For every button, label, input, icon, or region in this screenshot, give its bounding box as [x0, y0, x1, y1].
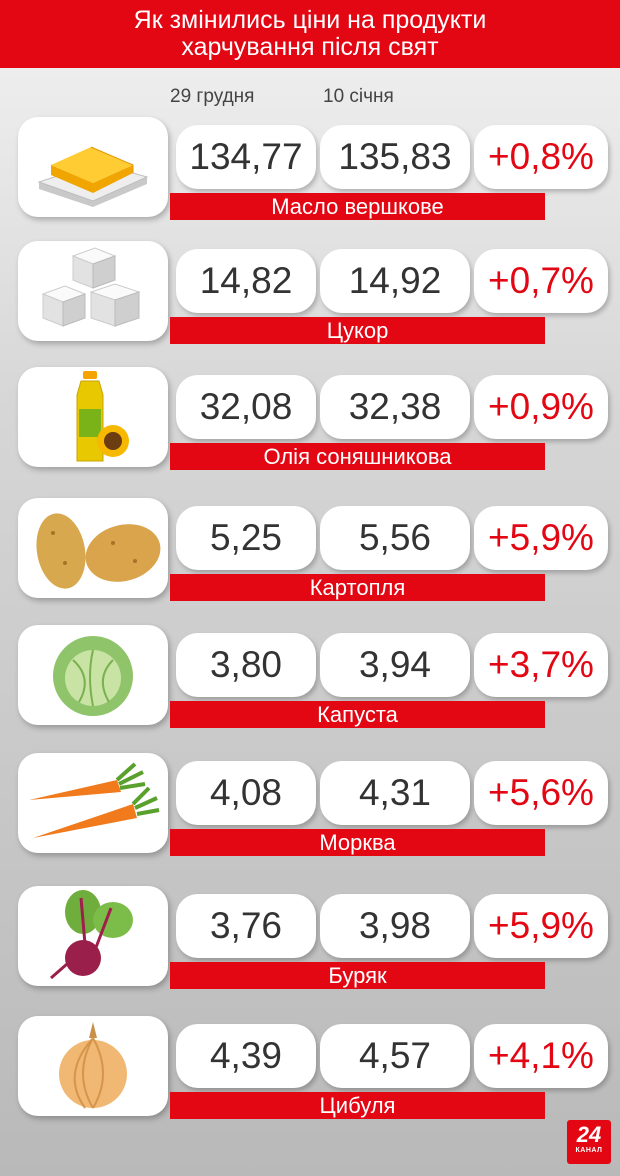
product-row-butter: 134,77 135,83 +0,8% Масло вершкове [18, 117, 608, 220]
price-change: +5,9% [474, 506, 608, 570]
product-name: Буряк [170, 962, 545, 989]
sugar-icon [41, 247, 141, 327]
price-before: 32,08 [176, 375, 316, 439]
product-image-card [18, 753, 168, 853]
price-after: 32,38 [320, 375, 470, 439]
price-change: +3,7% [474, 633, 608, 697]
product-row-oil: 32,08 32,38 +0,9% Олія соняшникова [18, 367, 608, 470]
price-before: 4,39 [176, 1024, 316, 1088]
product-image-card [18, 1016, 168, 1116]
channel-logo: 24 КАНАЛ [567, 1120, 611, 1164]
product-name: Морква [170, 829, 545, 856]
price-before: 134,77 [176, 125, 316, 189]
price-before: 3,80 [176, 633, 316, 697]
product-name: Масло вершкове [170, 193, 545, 220]
price-change: +0,7% [474, 249, 608, 313]
product-row-sugar: 14,82 14,92 +0,7% Цукор [18, 241, 608, 344]
product-image-card [18, 886, 168, 986]
price-after: 4,31 [320, 761, 470, 825]
product-row-potato: 5,25 5,56 +5,9% Картопля [18, 498, 608, 601]
beet-icon [50, 890, 133, 980]
product-image-card [18, 367, 168, 467]
product-row-cabbage: 3,80 3,94 +3,7% Капуста [18, 625, 608, 728]
price-change: +5,9% [474, 894, 608, 958]
product-name: Картопля [170, 574, 545, 601]
potato-icon [36, 513, 161, 589]
butter-icon [37, 146, 149, 207]
title-line-1: Як змінились ціни на продукти [133, 6, 487, 34]
product-name: Цибуля [170, 1092, 545, 1119]
carrot-icon [29, 762, 160, 838]
logo-number: 24 [576, 1122, 602, 1147]
column-date-1: 29 грудня [170, 86, 255, 107]
product-row-beet: 3,76 3,98 +5,9% Буряк [18, 886, 608, 989]
page-title: Як змінились ціни на продукти харчування… [0, 0, 620, 68]
title-line-2: харчування після свят [181, 33, 439, 61]
price-after: 3,98 [320, 894, 470, 958]
price-before: 14,82 [176, 249, 316, 313]
onion-icon [59, 1022, 127, 1109]
product-image-card [18, 498, 168, 598]
product-image-card [18, 241, 168, 341]
product-row-carrot: 4,08 4,31 +5,6% Морква [18, 753, 608, 856]
product-image-card [18, 625, 168, 725]
product-name: Олія соняшникова [170, 443, 545, 470]
price-change: +4,1% [474, 1024, 608, 1088]
price-after: 135,83 [320, 125, 470, 189]
price-before: 4,08 [176, 761, 316, 825]
cabbage-icon [53, 636, 133, 716]
column-date-2: 10 січня [323, 86, 394, 107]
price-change: +5,6% [474, 761, 608, 825]
price-after: 4,57 [320, 1024, 470, 1088]
price-after: 5,56 [320, 506, 470, 570]
price-before: 5,25 [176, 506, 316, 570]
logo-caption: КАНАЛ [575, 1147, 603, 1154]
price-before: 3,76 [176, 894, 316, 958]
price-change: +0,8% [474, 125, 608, 189]
price-change: +0,9% [474, 375, 608, 439]
price-after: 14,92 [320, 249, 470, 313]
product-row-onion: 4,39 4,57 +4,1% Цибуля [18, 1016, 608, 1119]
product-image-card [18, 117, 168, 217]
oil-bottle-icon [76, 371, 129, 462]
product-name: Цукор [170, 317, 545, 344]
price-after: 3,94 [320, 633, 470, 697]
product-name: Капуста [170, 701, 545, 728]
column-headers: 29 грудня 10 січня [0, 86, 620, 110]
